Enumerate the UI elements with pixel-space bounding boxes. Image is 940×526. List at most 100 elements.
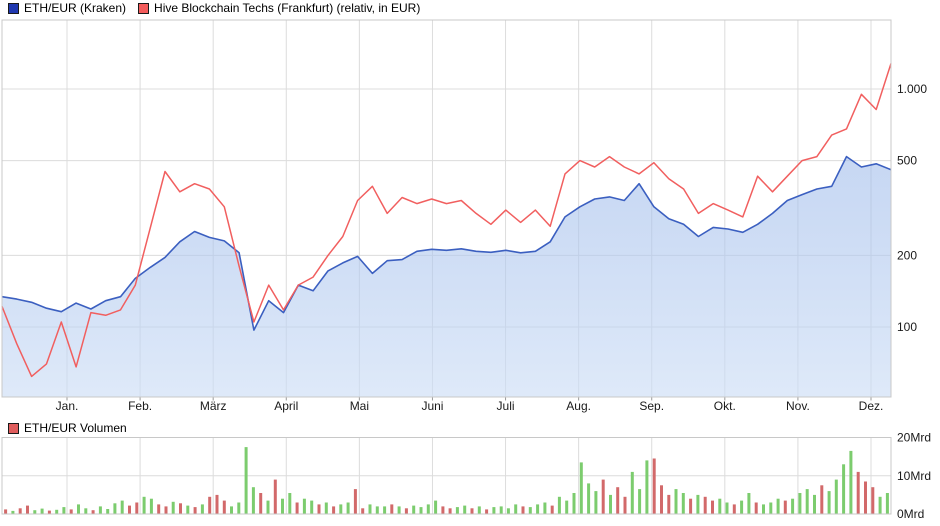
volume-bar (711, 500, 714, 514)
volume-bar (84, 508, 88, 514)
volume-axis-label: 0Mrd (897, 507, 924, 521)
volume-bar (62, 507, 66, 514)
x-axis-label: Feb. (128, 399, 152, 413)
volume-bar (208, 496, 212, 514)
volume-bar (594, 491, 598, 514)
volume-bar (135, 502, 139, 514)
eth-area-fill (2, 156, 891, 397)
y-axis-label: 200 (897, 248, 917, 262)
volume-bar (762, 504, 765, 514)
volume-bar (55, 509, 59, 514)
volume-bar (849, 450, 853, 514)
x-axis-label: Jan. (56, 399, 79, 413)
volume-bar (718, 498, 722, 514)
volume-bar (266, 500, 270, 514)
volume-bar (128, 505, 131, 514)
volume-axis-label: 20Mrd (897, 431, 931, 445)
volume-bar (696, 494, 700, 514)
volume-bar (528, 507, 532, 514)
volume-bar (179, 503, 182, 514)
volume-bar (4, 509, 8, 514)
volume-bar (660, 485, 663, 514)
volume-bar (353, 489, 357, 514)
volume-bar (579, 462, 583, 514)
volume-bar (856, 471, 860, 514)
volume-bar (609, 494, 612, 514)
x-axis-label: April (274, 399, 298, 413)
volume-bar (543, 502, 547, 514)
volume-bar (820, 485, 824, 514)
volume-bar (404, 508, 408, 514)
volume-bar (492, 507, 496, 514)
volume-bar (769, 502, 773, 514)
volume-bar (324, 502, 328, 514)
volume-bar (514, 504, 518, 514)
legend-item-volume[interactable]: ETH/EUR Volumen (8, 421, 127, 435)
volume-bar (783, 500, 787, 514)
volume-bar (149, 498, 153, 514)
volume-bar (200, 504, 204, 514)
volume-bar (557, 496, 561, 514)
eth-series-swatch-icon (8, 2, 19, 14)
volume-bar (288, 493, 292, 514)
x-axis-label: Juni (421, 399, 443, 413)
x-axis-label: Sep. (639, 399, 664, 413)
volume-bar (674, 489, 678, 514)
volume-bar (222, 500, 226, 514)
legend-item-eth[interactable]: ETH/EUR (Kraken) (8, 1, 126, 15)
volume-bar (419, 507, 423, 514)
volume-bar (725, 502, 729, 514)
volume-bar (237, 502, 241, 514)
volume-bar (565, 500, 569, 514)
volume-plot-border (1, 437, 892, 515)
volume-bar (77, 504, 80, 514)
volume-bar (572, 493, 576, 514)
volume-bar (302, 498, 306, 514)
volume-series-label: ETH/EUR Volumen (24, 421, 127, 435)
x-axis-label: Okt. (714, 399, 736, 413)
x-axis-label: Aug. (566, 399, 591, 413)
volume-chart-legend: ETH/EUR Volumen (8, 421, 127, 435)
volume-bar (193, 507, 197, 514)
volume-bar (455, 507, 459, 514)
volume-bar (623, 496, 627, 514)
y-axis-label: 500 (897, 154, 917, 168)
volume-bar (390, 504, 394, 514)
volume-bar (667, 494, 671, 514)
volume-bar (91, 510, 95, 514)
volume-bar (550, 505, 554, 514)
volume-bar (776, 498, 780, 514)
volume-bar (346, 502, 350, 514)
x-axis-label: März (200, 399, 227, 413)
volume-bar (142, 496, 146, 514)
y-axis-label: 1.000 (897, 82, 927, 96)
volume-bar (244, 447, 248, 514)
volume-bar (251, 487, 255, 514)
volume-bar (732, 504, 736, 514)
volume-bar (470, 508, 474, 514)
volume-bar (33, 510, 37, 514)
volume-bar (40, 508, 44, 514)
volume-bar (740, 500, 744, 514)
price-chart-legend: ETH/EUR (Kraken) Hive Blockchain Techs (… (8, 1, 420, 15)
volume-bar (448, 508, 452, 514)
volume-bar (689, 498, 693, 514)
volume-bar (383, 506, 387, 515)
volume-bar (120, 500, 124, 514)
volume-bar (485, 509, 489, 514)
volume-bar (499, 506, 503, 515)
volume-bar (18, 508, 22, 514)
volume-bar (69, 509, 73, 514)
legend-item-hive[interactable]: Hive Blockchain Techs (Frankfurt) (relat… (138, 1, 420, 15)
volume-bar (871, 487, 875, 514)
volume-bar (834, 479, 838, 514)
volume-bar (164, 506, 168, 515)
volume-bar (536, 504, 540, 514)
hive-series-swatch-icon (138, 2, 150, 14)
x-axis-label: Mai (350, 399, 369, 413)
hive-price-line (1, 63, 892, 378)
volume-bar (273, 479, 277, 514)
volume-bar (186, 505, 190, 514)
